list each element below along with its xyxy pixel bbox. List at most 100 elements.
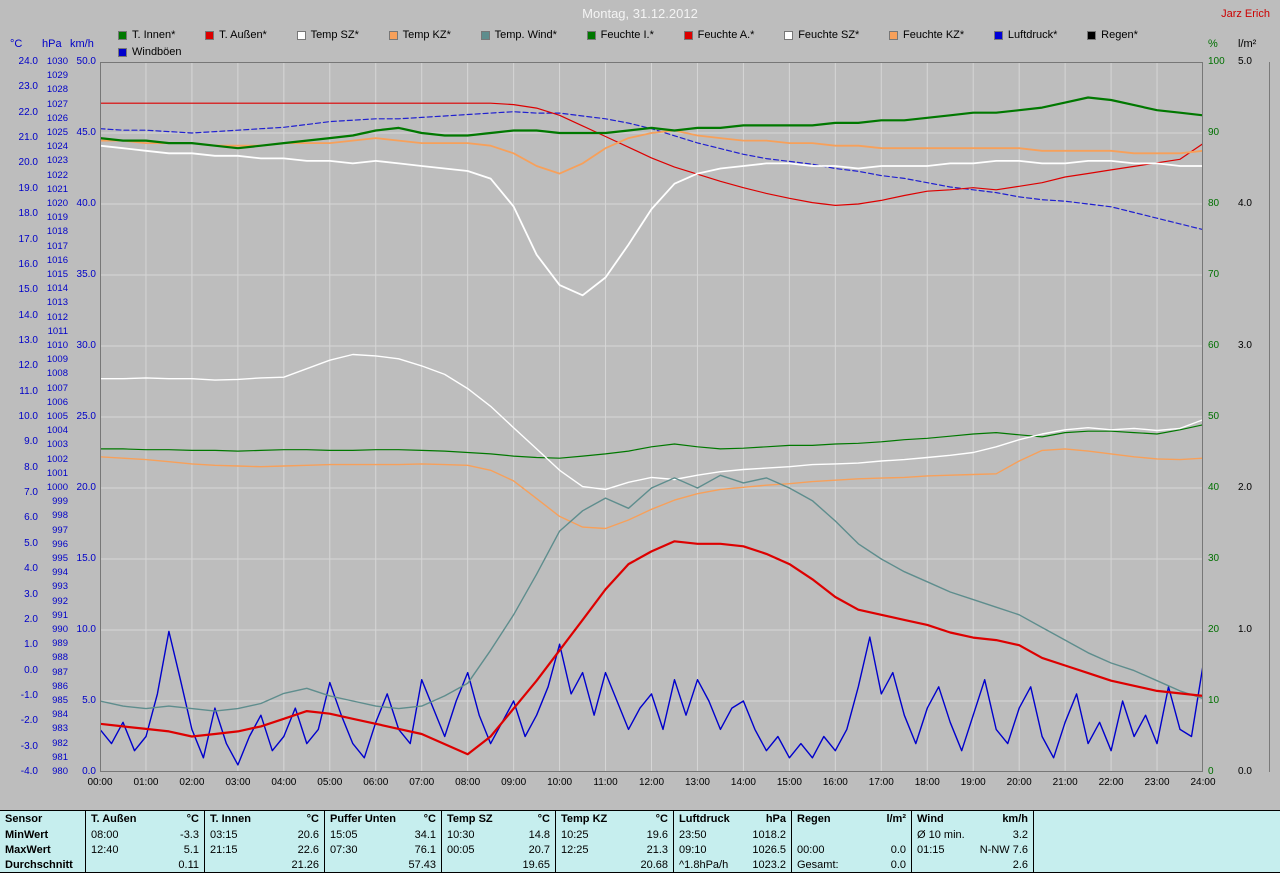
temp-kz-swatch-icon	[388, 30, 398, 40]
hpa-tick: 1015	[46, 269, 68, 280]
min-value: 14.8	[528, 828, 550, 841]
pct-tick: 100	[1208, 56, 1225, 67]
c-tick: 15.0	[18, 284, 38, 296]
time-axis-ticks: 00:00 01:00 02:00 03:00 04:00 05:00 06:00 07:00…	[87, 777, 1215, 791]
legend-item-temp-wind[interactable]: Temp. Wind*	[480, 29, 557, 41]
hpa-tick: 1029	[46, 70, 68, 82]
kmh-axis-unit: km/h	[70, 38, 94, 50]
hpa-tick: 1020	[46, 198, 68, 209]
time-tick: 00:00	[87, 777, 113, 788]
t-innen-swatch-icon	[118, 30, 127, 40]
avg-value: 19.65	[522, 858, 550, 871]
legend-item-feuchte-i[interactable]: Feuchte I.*	[586, 29, 654, 41]
regen-swatch-icon	[1087, 30, 1097, 40]
feuchte-i-swatch-icon	[586, 30, 596, 40]
hpa-tick: 1013	[46, 297, 68, 309]
column-unit: °C	[423, 813, 436, 825]
avg-time: Gesamt:	[797, 858, 839, 871]
hpa-tick: 1002	[46, 453, 68, 465]
column-name: Puffer Unten	[330, 813, 396, 825]
lm2-tick: 3.0	[1238, 340, 1252, 351]
column-unit: hPa	[765, 813, 786, 825]
hpa-tick: 987	[52, 666, 68, 678]
kmh-tick: 50.0	[76, 56, 96, 67]
legend-item-feuchte-sz[interactable]: Feuchte SZ*	[784, 29, 859, 41]
legend-item-t-innen[interactable]: T. Innen*	[118, 29, 175, 41]
series-feuchte-kz	[100, 448, 1203, 530]
c-tick: 24.0	[18, 56, 38, 67]
max-time: 07:30	[330, 843, 358, 856]
c-tick: 7.0	[24, 487, 38, 499]
legend-item-feuchte-kz[interactable]: Feuchte KZ*	[889, 29, 964, 41]
c-tick: 1.0	[24, 639, 38, 651]
legend-item-t-aussen[interactable]: T. Außen*	[205, 29, 267, 41]
luftdruck-swatch-icon	[993, 30, 1003, 40]
c-tick: 20.0	[18, 157, 38, 169]
column-name: Luftdruck	[679, 813, 730, 825]
max-value: 22.6	[297, 843, 319, 856]
pct-tick: 80	[1208, 198, 1220, 209]
hpa-tick: 1001	[46, 467, 68, 479]
avg-value: 2.6	[1012, 858, 1028, 871]
time-tick: 07:00	[409, 777, 435, 788]
legend-item-luftdruck[interactable]: Luftdruck*	[993, 29, 1057, 41]
legend-item-feuchte-a[interactable]: Feuchte A.*	[683, 29, 755, 41]
time-tick: 19:00	[960, 777, 986, 788]
column-unit: °C	[186, 813, 199, 825]
hpa-tick: 1000	[46, 482, 68, 493]
legend-item-windboeen[interactable]: Windböen	[118, 46, 182, 58]
c-tick: 5.0	[24, 537, 38, 549]
hpa-tick: 990	[52, 624, 68, 635]
lm2-tick: 2.0	[1238, 482, 1252, 493]
c-tick: 11.0	[19, 385, 38, 397]
pct-tick: 40	[1208, 482, 1220, 493]
kmh-axis-ticks: 50.0 45.0 40.0 35.0 30.0 25.0 20.0 15.0 10.0 5.0 0…	[70, 57, 96, 777]
pct-tick: 60	[1208, 340, 1220, 351]
chart-right-frame	[1269, 62, 1270, 772]
min-time: Ø 10 min.	[917, 828, 965, 841]
legend: T. Innen* T. Außen* Temp SZ* Temp KZ* Temp. …	[118, 29, 1138, 41]
hpa-tick: 1030	[46, 56, 68, 67]
c-tick: 0.0	[24, 664, 38, 676]
pct-tick: 10	[1208, 695, 1220, 706]
legend-item-regen[interactable]: Regen*	[1087, 29, 1138, 41]
feuchte-sz-swatch-icon	[784, 30, 794, 40]
time-tick: 01:00	[133, 777, 159, 788]
legend-row2: Windböen	[118, 46, 182, 58]
row-label: MinWert	[5, 828, 49, 841]
pct-tick: 30	[1208, 553, 1220, 564]
hpa-tick: 981	[52, 751, 68, 763]
legend-item-temp-kz[interactable]: Temp KZ*	[388, 29, 451, 41]
column-unit: l/m²	[886, 813, 906, 825]
plot-border	[100, 62, 1203, 772]
time-tick: 12:00	[638, 777, 665, 788]
series-feuchte-a	[100, 102, 1203, 206]
c-tick: 18.0	[18, 208, 38, 220]
c-tick: 3.0	[24, 588, 38, 600]
min-time: 23:50	[679, 828, 707, 841]
min-value: 1018.2	[752, 828, 786, 841]
hpa-tick: 995	[52, 553, 68, 564]
table-header-sensor: Sensor	[5, 813, 43, 825]
hpa-tick: 996	[52, 538, 68, 550]
legend-label: Feuchte A.*	[697, 29, 755, 41]
c-tick: -2.0	[20, 715, 38, 727]
min-value: 3.2	[1012, 828, 1028, 841]
pct-tick: 20	[1208, 624, 1220, 635]
kmh-tick: 40.0	[76, 198, 96, 209]
kmh-tick: 35.0	[76, 269, 96, 280]
legend-item-temp-sz[interactable]: Temp SZ*	[296, 29, 359, 41]
column-name: T. Außen	[91, 813, 137, 825]
legend-label: Windböen	[132, 46, 182, 58]
c-tick: -3.0	[20, 740, 38, 752]
table-column-regen: Regen l/m² 00:00 0.0 Gesamt: 0.0	[792, 811, 912, 872]
time-tick: 16:00	[822, 777, 848, 788]
row-label: MaxWert	[5, 843, 51, 856]
lm2-axis-unit: l/m²	[1238, 38, 1257, 50]
c-tick: 9.0	[24, 436, 38, 448]
chart-grid	[100, 62, 1203, 772]
min-time: 08:00	[91, 828, 119, 841]
summary-table: Sensor MinWert MaxWert Durchschnitt T. Außen…	[0, 810, 1280, 873]
avg-value: 1023.2	[752, 858, 786, 871]
time-tick: 10:00	[547, 777, 573, 788]
